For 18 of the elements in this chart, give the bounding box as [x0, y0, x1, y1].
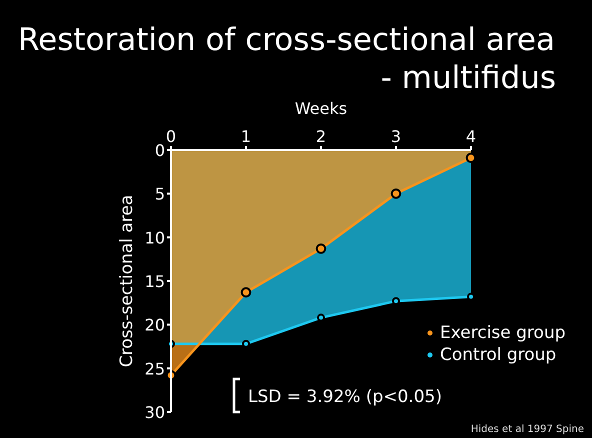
y-tick-label: 25: [144, 359, 165, 378]
legend-label: Control group: [440, 345, 556, 365]
annotation: LSD = 3.92% (p<0.05): [248, 387, 442, 407]
x-tick-label: 2: [316, 127, 326, 146]
y-tick-label: 15: [144, 272, 165, 291]
y-tick-label: 30: [144, 403, 165, 422]
legend-label: Exercise group: [440, 323, 566, 343]
x-tick-label: 3: [390, 127, 402, 146]
y-tick-label: 10: [144, 228, 165, 248]
x-axis-title: Weeks: [294, 99, 348, 118]
chart-title: Restoration of cross-sectional area - multifidus: [18, 22, 556, 96]
y-tick-label: 20: [144, 316, 165, 335]
x-tick-label: 1: [240, 127, 252, 146]
x-tick-label: 4: [466, 127, 476, 146]
text: Hides et al 1997 Spine: [470, 424, 584, 435]
y-axis-title: Cross-sectional area: [117, 194, 137, 368]
y-tick-label: 0: [154, 141, 165, 160]
y-tick-label: 5: [154, 184, 165, 204]
